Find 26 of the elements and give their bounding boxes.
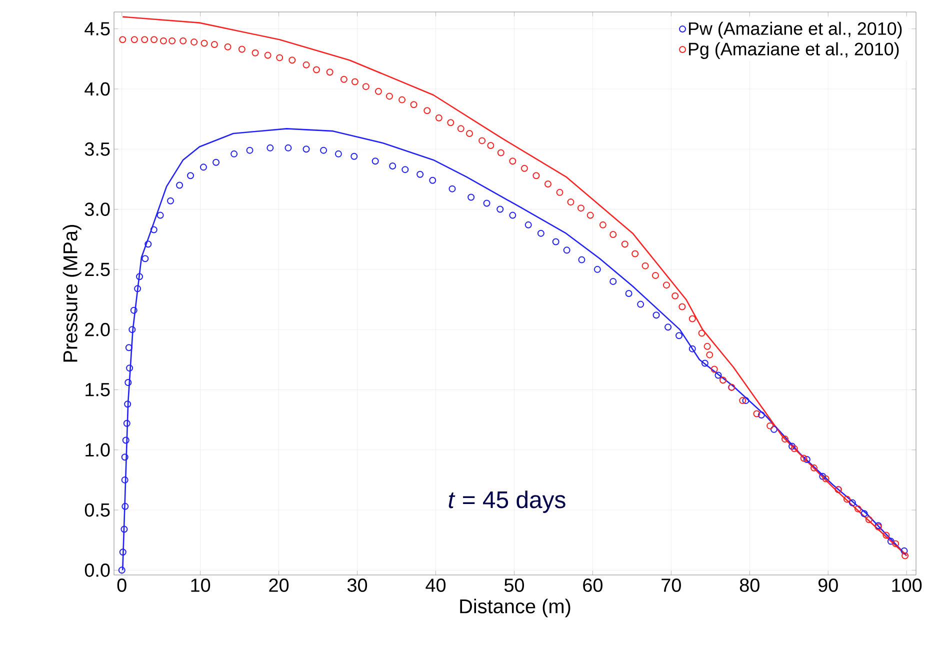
legend-label: Pg (Amaziane et al., 2010) [688, 42, 899, 59]
y-tick-label: 4.5 [84, 22, 110, 36]
y-tick-label: 4.0 [84, 82, 110, 96]
x-axis-title: Distance (m) [460, 598, 570, 618]
y-tick-label: 3.5 [84, 142, 110, 156]
x-tick-label: 20 [269, 578, 289, 592]
y-tick-label: 2.5 [85, 262, 110, 276]
x-tick-label: 40 [426, 578, 446, 592]
x-tick-label: 80 [740, 578, 760, 592]
y-tick-label: 3.0 [84, 202, 110, 216]
y-axis-title: Pressure (MPa) [62, 224, 82, 362]
x-tick-label: 70 [662, 578, 681, 592]
y-tick-label: 0.5 [84, 503, 110, 517]
x-tick-label: 100 [892, 578, 922, 592]
y-tick-label: 0.0 [84, 563, 110, 577]
x-tick-label: 50 [504, 578, 524, 592]
x-tick-label: 10 [191, 578, 210, 592]
x-tick-label: 60 [583, 578, 602, 592]
annotation: t = 45 days [448, 490, 566, 513]
x-tick-label: 90 [818, 578, 838, 592]
y-tick-label: 1.0 [86, 443, 110, 457]
legend-label: Pw (Amaziane et al., 2010) [688, 22, 902, 39]
y-tick-label: 2.0 [85, 322, 110, 336]
x-tick-label: 30 [347, 578, 368, 592]
y-tick-label: 1.5 [86, 383, 110, 396]
x-tick-label: 0 [117, 578, 126, 592]
